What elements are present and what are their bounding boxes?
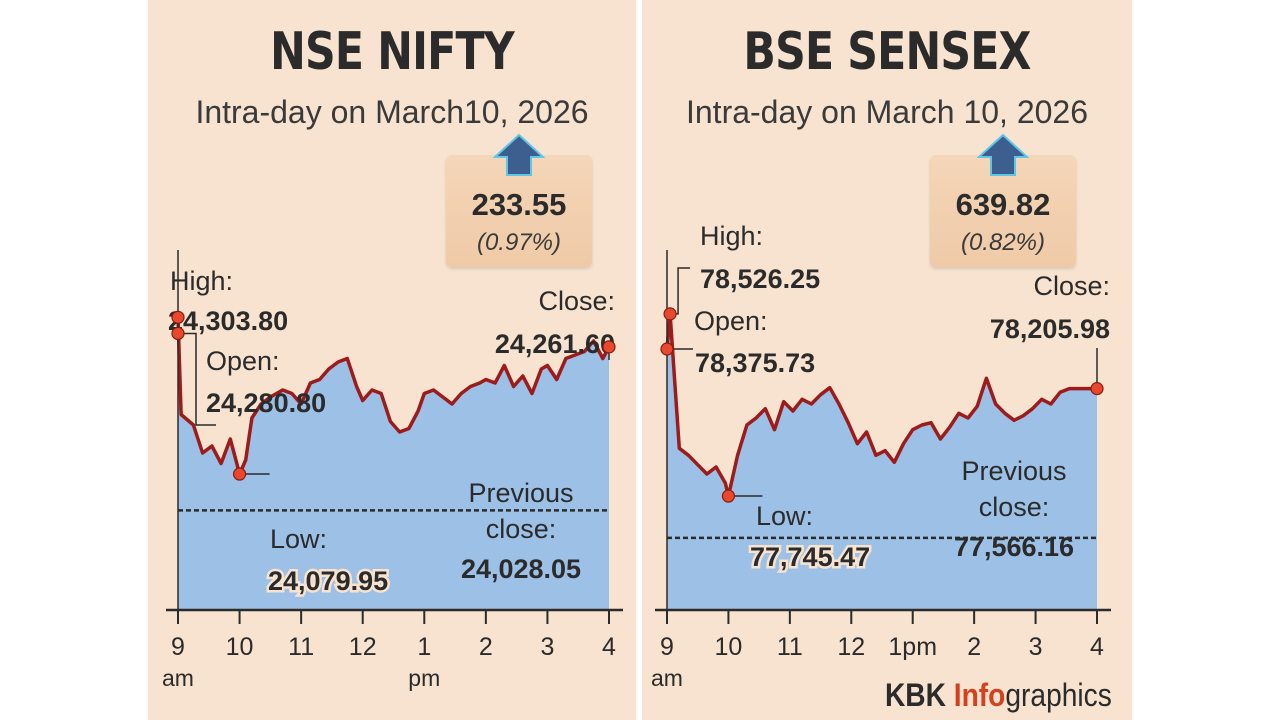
open-label: Open:	[206, 346, 280, 376]
high-marker	[663, 307, 677, 321]
chart-subtitle: Intra-day on March10, 2026	[195, 94, 589, 130]
x-tick-label: 11	[777, 633, 803, 661]
previous-label-2: close:	[486, 514, 557, 544]
high-leader	[670, 267, 691, 315]
change-value: 639.82	[955, 187, 1051, 222]
x-tick-label: 12	[349, 633, 377, 661]
open-leader	[178, 332, 216, 426]
change-value: 233.55	[471, 187, 567, 222]
series-line	[176, 317, 611, 476]
x-tick-label: 9	[171, 633, 185, 661]
chart-subtitle: Intra-day on March 10, 2026	[685, 94, 1088, 130]
low-label: Low:	[270, 524, 327, 554]
x-tick-sublabel: pm	[408, 665, 440, 691]
footer-logo: KBK Infographics	[885, 677, 1112, 714]
high-value: 78,526.25	[700, 264, 820, 294]
open-value: 24,280.80	[206, 388, 326, 418]
low-marker	[721, 489, 736, 503]
x-tick-label: 3	[1029, 633, 1043, 661]
x-tick-label: 2	[479, 633, 493, 661]
change-box: 639.82 (0.82%)	[930, 133, 1076, 267]
open-marker	[660, 342, 674, 356]
chart-title: NSE NIFTY	[270, 22, 514, 82]
sensex-chart: 9 am 10 11 12 1pm 2 3 4 High: 78,526.25 Open: 78,375…	[651, 221, 1111, 691]
open-marker	[171, 326, 185, 341]
high-marker	[171, 310, 185, 324]
x-tick-label: 12	[837, 633, 865, 661]
x-tick-sublabel: am	[651, 665, 683, 691]
change-box: 233.55 (0.97%)	[446, 133, 592, 267]
x-tick-label: 10	[715, 633, 743, 661]
low-label: Low:	[756, 501, 813, 531]
x-tick-label: 4	[602, 633, 616, 661]
x-tick-sublabel: am	[162, 665, 194, 691]
previous-label-1: Previous	[468, 478, 573, 508]
low-value: 77,745.47	[750, 542, 870, 572]
arrow-up-icon	[977, 133, 1029, 176]
x-tick-label: 2	[967, 633, 981, 661]
close-label: Close:	[1033, 271, 1110, 301]
sensex-panel: BSE SENSEX Intra-day on March 10, 2026 6…	[642, 0, 1132, 720]
x-tick-label: 1pm	[888, 633, 937, 661]
chart-title: BSE SENSEX	[743, 22, 1031, 82]
open-label: Open:	[694, 306, 768, 336]
change-percent: (0.82%)	[960, 229, 1046, 256]
close-marker	[1090, 382, 1104, 396]
area-fill	[178, 317, 609, 610]
footer-highlight: Info	[953, 677, 1006, 713]
x-tick-label: 9	[660, 633, 674, 661]
footer-rest: graphics	[1005, 677, 1112, 713]
x-tick-label: 1	[417, 633, 431, 661]
change-percent: (0.97%)	[476, 229, 562, 256]
x-tick-label: 3	[540, 633, 554, 661]
previous-value: 24,028.05	[461, 554, 581, 584]
x-tick-label: 10	[226, 633, 254, 661]
close-label: Close:	[538, 286, 615, 316]
nifty-panel: NSE NIFTY Intra-day on March10, 2026 233…	[148, 0, 636, 720]
arrow-up-icon	[493, 133, 545, 176]
low-value: 24,079.95	[268, 566, 388, 596]
nifty-chart: 9 am 10 11 12 1 pm 2 3 4 High: 24,303.80 Open: 24,280…	[162, 250, 623, 691]
previous-label-1: Previous	[961, 456, 1066, 486]
close-value: 78,205.98	[990, 314, 1110, 344]
high-value: 24,303.80	[168, 306, 288, 336]
x-tick-label: 11	[288, 633, 314, 661]
previous-value: 77,566.16	[954, 532, 1074, 562]
low-marker	[232, 467, 247, 481]
high-label: High:	[170, 266, 233, 296]
previous-label-2: close:	[979, 492, 1050, 522]
footer-brand: KBK	[885, 677, 947, 713]
close-value: 24,261.60	[495, 329, 615, 359]
open-value: 78,375.73	[695, 348, 815, 378]
close-marker	[602, 340, 616, 354]
high-label: High:	[700, 221, 763, 251]
x-tick-label: 4	[1090, 633, 1104, 661]
